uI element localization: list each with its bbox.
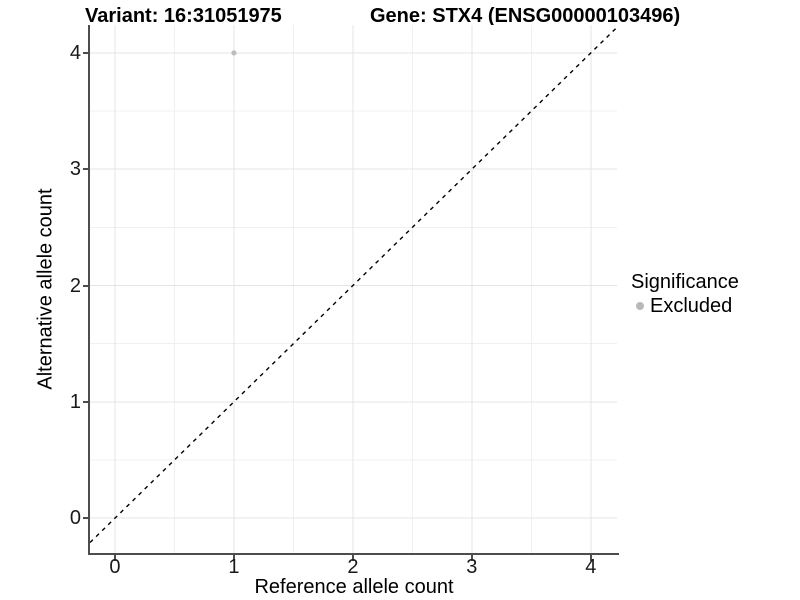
legend-key-dot	[636, 302, 644, 310]
plot-panel	[89, 25, 618, 553]
plot-title-variant: Variant: 16:31051975	[85, 5, 282, 27]
y-tick-label: 4	[69, 41, 81, 64]
y-tick-mark	[83, 51, 89, 54]
plot-canvas	[89, 25, 618, 553]
y-tick-label: 3	[69, 158, 81, 181]
y-tick-mark	[83, 168, 89, 171]
y-tick-label: 1	[69, 390, 81, 413]
y-tick-label: 2	[69, 274, 81, 297]
y-tick-mark	[83, 284, 89, 287]
x-tick-mark	[470, 555, 473, 561]
legend-items: Excluded	[629, 295, 739, 317]
y-tick-mark	[83, 517, 89, 520]
legend-entry-label: Excluded	[650, 295, 733, 317]
plot-title-gene: Gene: STX4 (ENSG00000103496)	[370, 5, 681, 27]
x-tick-mark	[232, 555, 235, 561]
identity-reference-line	[89, 26, 618, 544]
x-tick-label: 2	[347, 556, 359, 578]
legend: Significance Excluded	[629, 270, 739, 317]
y-axis-title: Alternative allele count	[34, 188, 57, 390]
x-tick-mark	[351, 555, 354, 561]
x-axis-line	[88, 553, 619, 555]
y-tick-mark	[83, 400, 89, 403]
legend-title: Significance	[631, 271, 739, 293]
x-tick-mark	[589, 555, 592, 561]
data-point-excluded	[231, 50, 237, 56]
x-tick-label: 0	[109, 556, 121, 578]
y-tick-label: 0	[69, 507, 81, 530]
y-axis-line	[88, 25, 90, 555]
x-tick-mark	[113, 555, 116, 561]
legend-item-excluded: Excluded	[629, 295, 739, 317]
x-tick-label: 3	[466, 556, 478, 578]
x-tick-label: 4	[585, 556, 597, 578]
x-tick-label: 1	[228, 556, 240, 578]
x-axis-title: Reference allele count	[254, 576, 454, 598]
